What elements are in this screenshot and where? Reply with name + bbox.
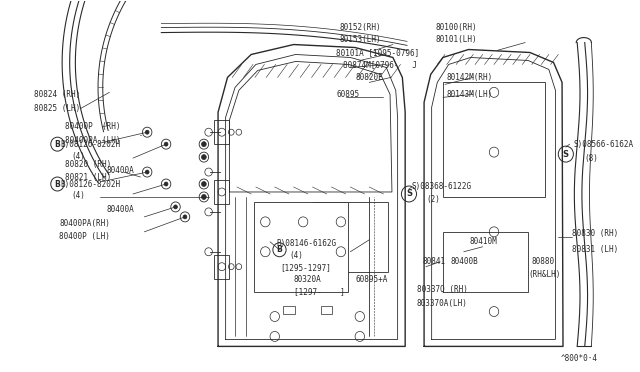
Bar [443,82,545,197]
Text: 80320A: 80320A [294,275,321,284]
Circle shape [164,182,168,186]
Text: B: B [276,245,282,254]
Text: (2): (2) [426,195,440,205]
Text: 80101A [1095-0796]: 80101A [1095-0796] [336,48,419,57]
Bar [214,255,229,279]
Text: [1297-    ]: [1297- ] [294,287,344,296]
Circle shape [202,195,206,199]
Bar [214,180,229,204]
Text: 80824 (RH): 80824 (RH) [34,90,80,99]
Text: 80874M[0796-   J: 80874M[0796- J [343,60,417,69]
Text: B)08146-6162G: B)08146-6162G [276,239,337,248]
Text: 80100(RH): 80100(RH) [435,23,477,32]
Text: 80830 (RH): 80830 (RH) [572,229,618,238]
Text: 80400P (LH): 80400P (LH) [60,232,110,241]
Text: (4): (4) [72,152,86,161]
Text: 80825 (LH): 80825 (LH) [34,104,80,113]
Text: 60895+A: 60895+A [355,275,387,284]
Text: 80841: 80841 [422,257,445,266]
Text: 80337Q (RH): 80337Q (RH) [417,285,467,294]
Text: (4): (4) [289,251,303,260]
Bar [284,305,294,314]
Text: (8): (8) [585,154,598,163]
Text: 803370A(LH): 803370A(LH) [417,299,467,308]
Text: 80410M: 80410M [470,237,497,246]
Text: S: S [406,189,412,199]
Text: 80152(RH): 80152(RH) [339,23,381,32]
Text: 60895: 60895 [336,90,359,99]
Circle shape [145,170,149,174]
Text: 80400B: 80400B [451,257,478,266]
Bar [214,120,229,144]
Circle shape [183,215,187,219]
Text: [1295-1297]: [1295-1297] [280,263,332,272]
Text: (4): (4) [72,192,86,201]
Text: 80153(LH): 80153(LH) [339,35,381,44]
Text: 80400PA(RH): 80400PA(RH) [60,219,110,228]
Circle shape [164,142,168,146]
Text: 80820E: 80820E [355,73,383,82]
Text: 80880: 80880 [532,257,555,266]
Text: B)08126-8202H: B)08126-8202H [60,140,120,149]
Text: S)08566-6162A: S)08566-6162A [573,140,634,149]
Bar [443,232,528,292]
Text: 80143M(LH): 80143M(LH) [447,90,493,99]
Circle shape [202,142,206,147]
Text: ^800*0·4: ^800*0·4 [561,355,598,363]
Text: 80142M(RH): 80142M(RH) [447,73,493,82]
Bar [321,305,332,314]
Text: 80821 (LH): 80821 (LH) [65,173,111,182]
Circle shape [202,155,206,160]
Text: S)08368-6122G: S)08368-6122G [412,183,472,192]
Bar [254,202,348,292]
Bar [312,202,388,272]
Text: B: B [54,180,60,189]
Circle shape [145,130,149,134]
Text: 80820 (RH): 80820 (RH) [65,160,111,169]
Text: 80400P  (RH): 80400P (RH) [65,122,120,131]
Circle shape [173,205,177,209]
Circle shape [202,182,206,186]
Text: B: B [54,140,60,149]
Text: 80831 (LH): 80831 (LH) [572,245,618,254]
Text: B)08126-8202H: B)08126-8202H [60,180,120,189]
Text: (RH&LH): (RH&LH) [528,270,561,279]
Text: S: S [563,150,569,158]
Text: 80101(LH): 80101(LH) [435,35,477,44]
Text: 80400A: 80400A [106,205,134,214]
Text: 80400A: 80400A [106,166,134,174]
Text: 80400PA (LH): 80400PA (LH) [65,136,120,145]
